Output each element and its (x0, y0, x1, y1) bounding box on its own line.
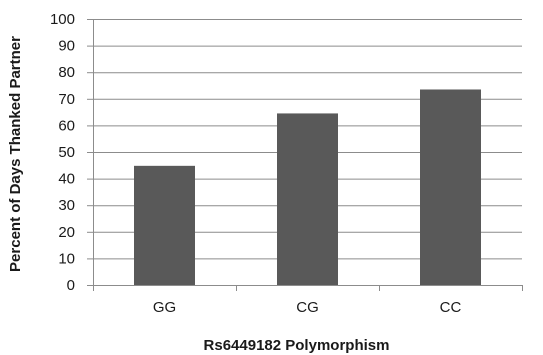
bar-cg (277, 113, 338, 286)
y-tick-label: 80 (58, 64, 75, 81)
axes (87, 19, 522, 286)
y-axis-title: Percent of Days Thanked Partner (7, 36, 24, 272)
y-tick-label: 90 (58, 38, 75, 55)
y-tick-label: 60 (58, 117, 75, 134)
y-tick-label: 0 (67, 277, 75, 294)
y-tick-label: 40 (58, 171, 75, 188)
bar-cc (420, 89, 481, 286)
y-tick-label: 30 (58, 197, 75, 214)
x-axis-title: Rs6449182 Polymorphism (204, 337, 390, 354)
x-tick-label: GG (153, 299, 176, 316)
y-tick-label: 50 (58, 144, 75, 161)
y-tick-label: 70 (58, 91, 75, 108)
y-tick-label: 20 (58, 224, 75, 241)
y-tick-label: 100 (50, 11, 75, 28)
bars (134, 89, 481, 286)
y-tick-labels: 0 10 20 30 40 50 60 70 80 90 100 (50, 11, 75, 294)
y-tick-label: 10 (58, 250, 75, 267)
x-tick-label: CG (296, 299, 319, 316)
bar-gg (134, 165, 195, 285)
x-tick-label: CC (440, 299, 462, 316)
x-tick-labels: GG CG CC (93, 285, 523, 316)
